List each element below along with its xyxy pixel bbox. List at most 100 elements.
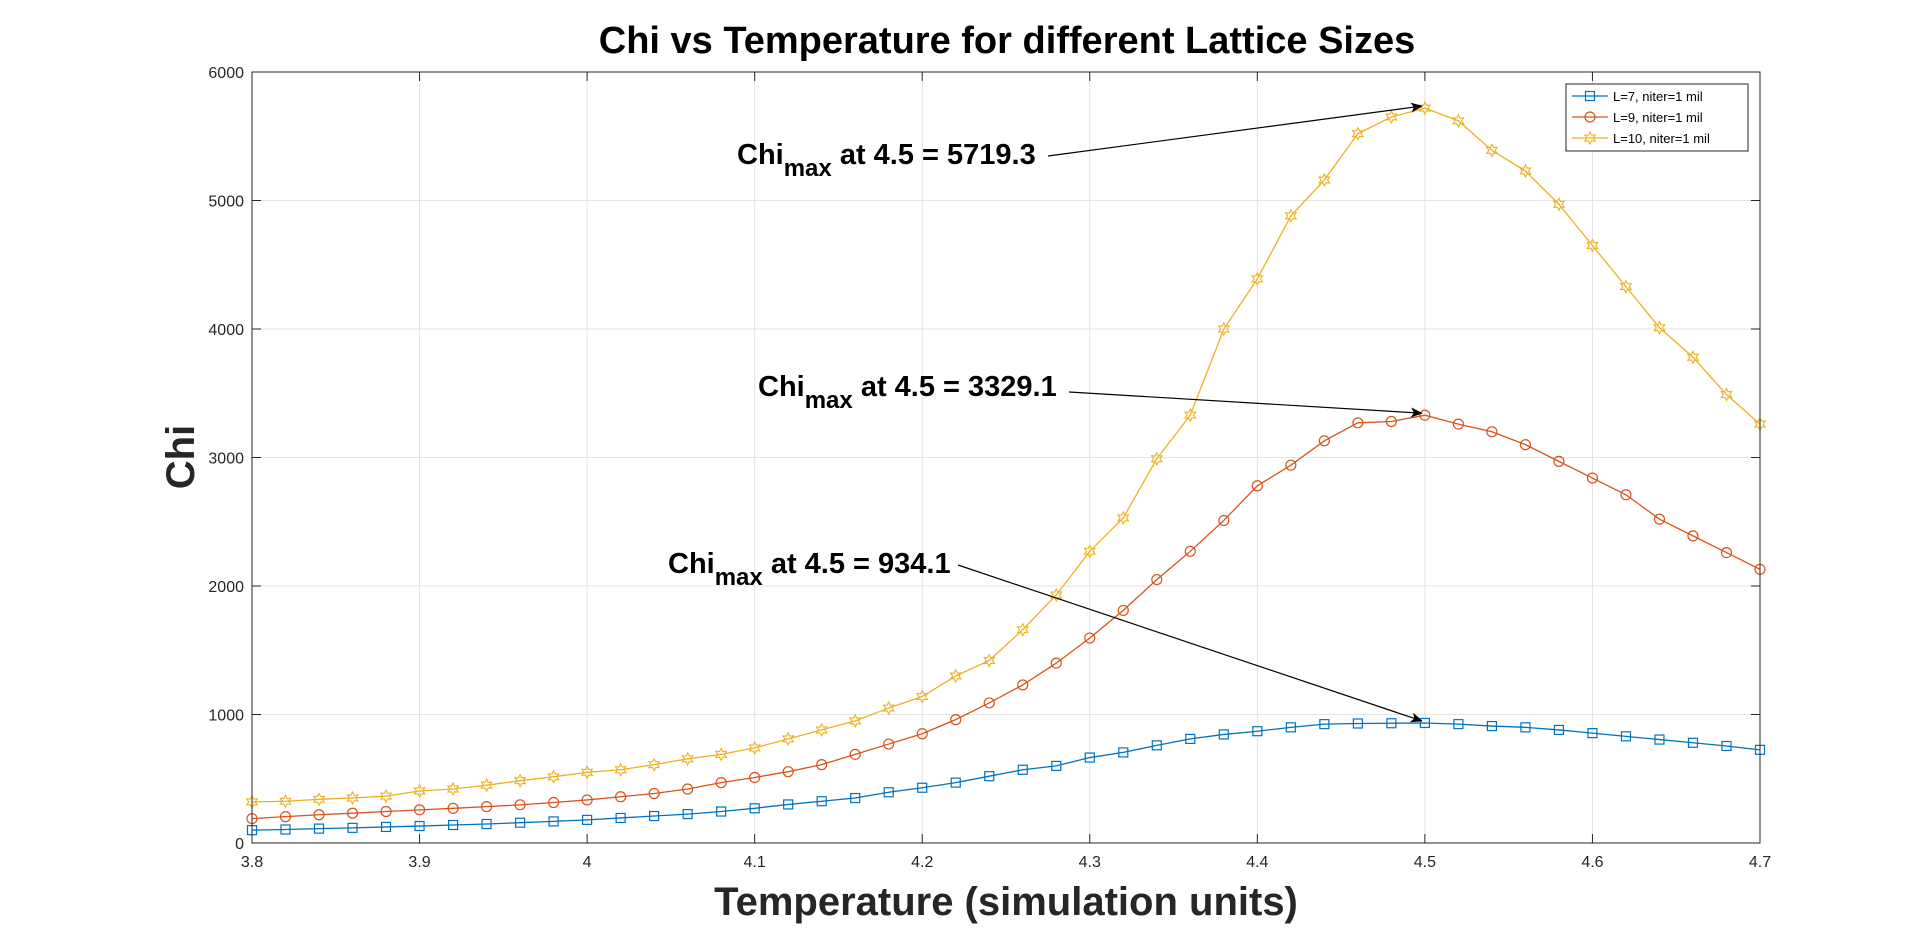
data-point [379,788,393,804]
data-point [1050,657,1062,669]
annotation-arrow [1068,391,1423,418]
data-point [1452,113,1465,129]
annotation-label: Chimax at 4.5 = 3329.1 [758,371,1057,414]
data-point [313,823,325,834]
series-2 [246,409,1766,825]
x-tick-label: 4.5 [1414,854,1436,871]
data-point [346,807,359,819]
data-point [446,781,460,797]
data-point [1218,514,1230,527]
legend-swatch-marker [1584,90,1596,102]
data-point [917,782,928,793]
x-tick-label: 3.8 [241,854,263,871]
x-tick-label: 4.3 [1079,854,1101,871]
data-point [1687,530,1699,542]
data-point [615,812,626,824]
data-point [1184,407,1197,423]
data-point [850,792,861,804]
data-point [1318,172,1331,188]
data-point [1084,632,1096,644]
data-point [1185,733,1196,745]
y-tick-label: 1000 [208,708,244,725]
data-point [983,697,995,709]
data-point [1217,321,1231,337]
data-point [1486,426,1498,438]
legend-label: L=9, niter=1 mil [1613,110,1703,125]
data-point [883,738,895,750]
data-point [1653,320,1666,335]
x-tick-label: 4.4 [1246,854,1268,871]
annotation-subscript: max [784,155,833,182]
annotation-main: Chi [758,371,805,403]
series-line [251,107,1761,803]
legend-label: L=7, niter=1 mil [1613,89,1703,104]
data-point [1218,729,1229,740]
chart-title: Chi vs Temperature for different Lattice… [599,20,1416,62]
data-point [513,773,527,788]
data-point [1620,489,1632,501]
annotation-label: Chimax at 4.5 = 934.1 [668,548,951,591]
y-tick-label: 6000 [208,65,244,82]
data-point [1385,415,1397,428]
legend-entry: L=7, niter=1 mil [1572,89,1703,104]
data-point [883,787,894,798]
series-group [245,100,1767,836]
y-tick-label: 5000 [208,194,244,211]
data-point [1586,238,1599,253]
data-point [714,747,728,762]
x-tick-label: 4.1 [744,854,766,871]
x-tick-label: 4.6 [1581,854,1603,871]
data-point [1319,719,1330,730]
data-point [1151,573,1163,586]
x-tick-label: 4 [583,854,592,871]
data-point [1553,724,1565,736]
data-point [481,818,492,830]
data-point [280,824,291,835]
annotation-rest: at 4.5 = 3329.1 [853,371,1057,403]
data-point [346,790,359,806]
annotation-main: Chi [668,548,715,580]
y-tick-label: 4000 [208,322,244,339]
data-point [916,728,928,740]
x-tick-label: 4.2 [911,854,933,871]
data-point [815,722,828,738]
annotation-arrow [1047,102,1423,157]
data-point [1486,720,1498,732]
annotation-label: Chimax at 4.5 = 5719.3 [737,139,1036,182]
legend-entry: L=9, niter=1 mil [1572,110,1703,125]
data-point [279,811,292,823]
legend-swatch-marker [1584,111,1596,123]
series-1 [246,717,1766,836]
data-point [1084,752,1095,763]
data-point [748,740,761,756]
data-point [514,799,526,811]
data-point [614,762,627,777]
legend-entry: L=10, niter=1 mil [1572,130,1710,146]
data-point [1419,717,1430,729]
data-point [1117,604,1129,617]
x-tick-label: 3.9 [408,854,430,871]
data-point [1051,760,1062,772]
legend-entries: L=7, niter=1 mil L=9, niter=1 mil L=10, ni… [1572,89,1710,146]
axis-ticks [251,71,1761,844]
annotation-3: Chimax at 4.5 = 934.1 [668,548,1423,723]
data-point [312,792,326,807]
data-point [982,653,996,668]
data-point [950,714,962,726]
data-point [480,777,493,793]
data-point [1352,718,1363,729]
data-point [1251,480,1263,492]
plot-area [245,71,1767,844]
data-point [1351,126,1365,141]
annotation-rest: at 4.5 = 934.1 [763,548,951,580]
y-tick-labels: 0 1000 2000 3000 4000 5000 6000 [208,65,244,853]
series-3 [245,100,1767,810]
data-point [1587,728,1598,739]
data-point [313,809,325,821]
data-point [1687,737,1699,748]
y-axis-label: Chi [159,425,203,489]
data-point [1620,731,1632,742]
data-point [1284,208,1298,224]
data-point [648,787,660,800]
